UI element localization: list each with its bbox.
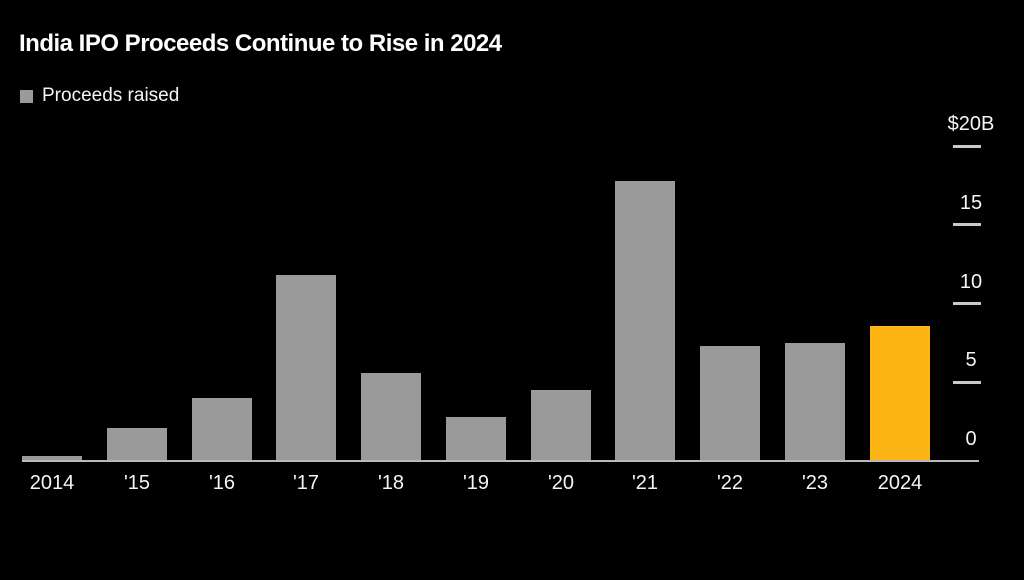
y-axis-label: 5 — [965, 349, 977, 371]
legend-swatch-icon — [20, 89, 33, 103]
x-axis-label: '22 — [716, 472, 744, 494]
bar-20 — [531, 390, 591, 461]
x-axis-label: 2014 — [29, 472, 75, 494]
x-axis-label: '16 — [208, 472, 236, 494]
y-axis-label: 10 — [959, 271, 983, 293]
y-axis-label: 0 — [965, 428, 977, 450]
bar-18 — [361, 373, 421, 461]
legend-label: Proceeds raised — [42, 85, 180, 106]
x-axis-line — [22, 460, 979, 462]
y-axis-label: 15 — [959, 192, 983, 214]
x-axis-label: '21 — [631, 472, 659, 494]
bar-19 — [446, 417, 506, 461]
x-axis-label: '19 — [462, 472, 490, 494]
x-axis-label: '18 — [377, 472, 405, 494]
bar-15 — [107, 428, 167, 461]
chart-title: India IPO Proceeds Continue to Rise in 2… — [19, 30, 502, 57]
x-axis-label: '15 — [123, 472, 151, 494]
x-axis-label: 2024 — [877, 472, 923, 494]
x-axis-label: '17 — [292, 472, 320, 494]
y-axis-tick — [953, 381, 981, 384]
bar-23 — [785, 343, 845, 461]
bar-21 — [615, 181, 675, 461]
y-axis-label: $20B — [947, 113, 995, 135]
bar-2024 — [870, 326, 930, 461]
bar-16 — [192, 398, 252, 461]
legend: Proceeds raised — [20, 85, 179, 107]
bar-22 — [700, 346, 760, 461]
x-axis-label: '20 — [547, 472, 575, 494]
y-axis-tick — [953, 145, 981, 148]
y-axis-tick — [953, 223, 981, 226]
y-axis-tick — [953, 302, 981, 305]
bar-2014 — [22, 456, 82, 461]
x-axis-label: '23 — [801, 472, 829, 494]
bar-17 — [276, 275, 336, 461]
